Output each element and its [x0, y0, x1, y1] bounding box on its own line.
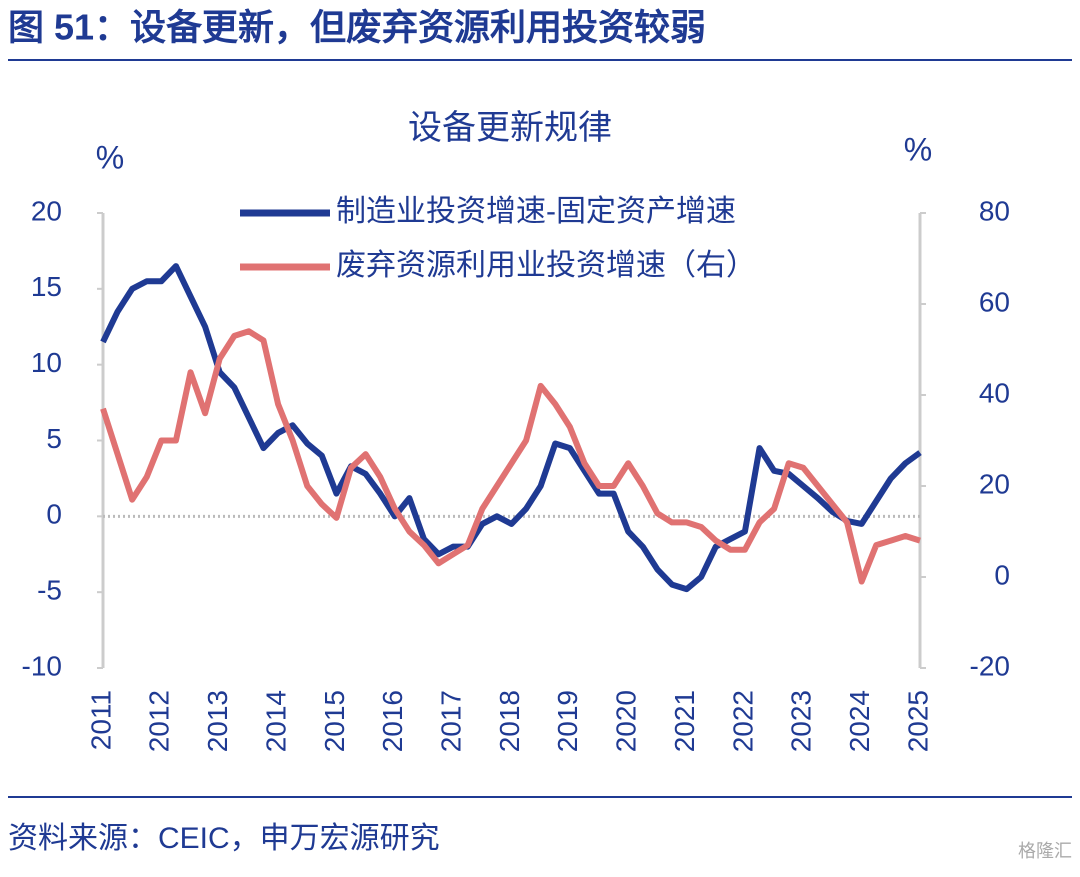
watermark: 格隆汇 [1018, 841, 1072, 861]
x-tick-label: 2020 [611, 690, 642, 752]
x-tick-label: 2018 [494, 690, 525, 752]
x-tick-label: 2015 [319, 690, 350, 752]
x-tick-label: 2014 [260, 690, 291, 752]
y2-tick-label: 40 [979, 377, 1010, 408]
x-tick-label: 2025 [902, 690, 933, 752]
source-note: 资料来源：CEIC，申万宏源研究 [8, 822, 440, 855]
y2-tick-label: 0 [994, 559, 1010, 590]
chart-title: 设备更新规律 [408, 109, 612, 147]
y-tick-label: -10 [22, 650, 62, 681]
x-tick-label: 2011 [85, 690, 116, 750]
x-tick-label: 2019 [552, 690, 583, 752]
y2-tick-label: 60 [979, 286, 1010, 317]
x-tick-label: 2024 [844, 690, 875, 752]
x-tick-label: 2023 [786, 690, 817, 752]
x-tick-label: 2016 [377, 690, 408, 752]
x-tick-label: 2013 [202, 690, 233, 752]
y-tick-label: 0 [46, 499, 62, 530]
x-tick-label: 2022 [727, 690, 758, 752]
y-axis-label: % [96, 139, 124, 175]
y2-tick-label: -20 [970, 650, 1010, 681]
y2-tick-label: 80 [979, 195, 1010, 226]
x-tick-label: 2012 [144, 690, 175, 752]
series-line [100, 328, 921, 585]
y-tick-label: 20 [31, 195, 62, 226]
y-tick-label: 10 [31, 347, 62, 378]
y2-tick-label: 20 [979, 468, 1010, 499]
y-tick-label: 5 [46, 423, 62, 454]
y2-axis-label: % [904, 131, 932, 167]
legend-label: 废弃资源利用业投资增速（右） [336, 249, 756, 282]
series-line [100, 263, 922, 593]
x-tick-label: 2021 [669, 690, 700, 752]
figure-title: 图 51：设备更新，但废弃资源利用投资较弱 [8, 7, 706, 48]
y-tick-label: -5 [37, 575, 62, 606]
y-tick-label: 15 [31, 271, 62, 302]
x-tick-label: 2017 [436, 690, 467, 752]
legend-label: 制造业投资增速-固定资产增速 [336, 195, 736, 228]
